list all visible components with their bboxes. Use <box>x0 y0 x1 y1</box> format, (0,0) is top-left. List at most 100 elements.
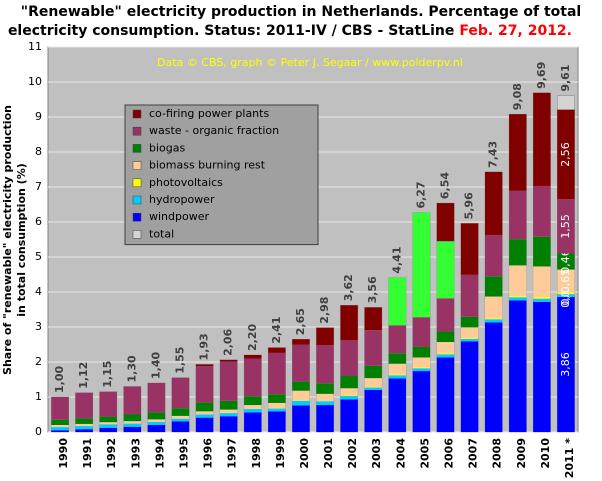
bar-segment <box>99 391 117 417</box>
x-tick-label: 1994 <box>153 438 166 469</box>
bar-segment <box>268 408 286 412</box>
y-label: Share of "renewable" electricity product… <box>1 105 14 375</box>
x-tick: 1996 <box>202 438 215 469</box>
bar-segment <box>436 298 455 332</box>
data-label: 1,15 <box>101 361 114 388</box>
legend-label: hydropower <box>149 193 215 206</box>
bar-segment <box>220 409 238 413</box>
bar-segment <box>388 363 406 375</box>
x-tick: 2000 <box>298 438 311 469</box>
bar-segment <box>412 371 431 432</box>
total-label: 2,98 <box>318 297 331 324</box>
legend-box <box>124 104 319 246</box>
y-tick-label: 8 <box>35 145 42 158</box>
data-label: 4,41 <box>390 247 403 274</box>
bar-segment <box>388 374 406 376</box>
bar-segment <box>509 114 527 191</box>
bar-segment <box>51 430 69 432</box>
x-tick-label: 2009 <box>515 438 528 469</box>
bar-segment <box>485 171 503 235</box>
bar-segment <box>412 368 431 372</box>
y-tick-label: 4 <box>35 285 42 298</box>
bar-segment <box>147 419 166 422</box>
bar-segment <box>388 378 406 432</box>
bar-segment <box>557 292 575 295</box>
y-tick-label: 7 <box>35 180 42 193</box>
bar-segment <box>340 388 358 396</box>
segment-label: 2,56 <box>559 142 572 167</box>
bar-segment <box>195 411 214 415</box>
bar-segment <box>460 337 479 339</box>
bar-segment <box>533 296 551 299</box>
bar-segment <box>364 330 382 366</box>
data-label: 2,20 <box>246 324 259 351</box>
x-tick: 2006 <box>443 438 456 469</box>
bar-segment <box>509 295 527 298</box>
subtitle: Data © CBS, graph © Peter J. Segaar / ww… <box>157 56 463 69</box>
total-label: 4,41 <box>390 247 403 274</box>
bar-segment <box>485 318 503 320</box>
bar-segment <box>364 386 382 388</box>
bar-segment <box>364 365 382 379</box>
bar-segment <box>51 397 69 420</box>
bar-segment <box>533 301 551 432</box>
bar-segment <box>340 395 358 396</box>
bar-segment <box>533 266 551 297</box>
data-label: 1,55 <box>559 214 572 239</box>
total-label: 2,41 <box>270 317 283 344</box>
total-label: 1,12 <box>77 362 90 389</box>
bar-segment <box>99 424 117 428</box>
data-label: 9,08 <box>511 83 524 110</box>
bar-segment <box>195 364 214 367</box>
x-tick: 2003 <box>370 438 383 469</box>
total-label: 7,43 <box>487 141 500 168</box>
total-label: 1,40 <box>149 352 162 379</box>
y-tick-label: 10 <box>28 75 42 88</box>
bar-segment <box>316 393 334 401</box>
title-text: electricity consumption. Status: 2011-IV… <box>8 23 454 39</box>
total-label: 1,15 <box>101 361 114 388</box>
bar-segment <box>364 307 382 331</box>
bar-segment <box>485 296 503 319</box>
bar-segment <box>195 366 214 403</box>
legend-swatch <box>132 144 142 153</box>
bar-segment <box>557 253 575 270</box>
bar-segment <box>123 386 141 415</box>
x-tick: 1994 <box>153 438 166 469</box>
x-tick: 1991 <box>81 438 94 469</box>
bar-segment <box>436 342 455 354</box>
x-tick: 1999 <box>274 438 287 469</box>
bar-segment <box>388 277 406 326</box>
bar-segment <box>171 415 190 419</box>
bar-segment <box>292 339 310 345</box>
data-label: 2,98 <box>318 297 331 324</box>
bar-segment <box>75 423 93 427</box>
bar-segment <box>292 390 310 401</box>
bar-segment <box>123 426 141 432</box>
legend-swatch <box>132 109 142 119</box>
bar-segment <box>412 317 431 347</box>
bar-segment <box>460 338 479 342</box>
bar-segment <box>509 190 527 240</box>
x-tick: 2010 <box>539 438 552 469</box>
chart-title: electricity consumption. Status: 2011-IV… <box>8 23 572 39</box>
bar-segment <box>123 423 141 427</box>
bar-segment <box>171 377 190 409</box>
bar-segment <box>99 416 117 423</box>
bar-segment <box>485 276 503 297</box>
bar-segment <box>364 378 382 387</box>
bar-segment <box>316 405 334 432</box>
bar-segment <box>51 425 69 428</box>
x-tick: 2001 <box>322 438 335 469</box>
bar-segment <box>244 408 262 413</box>
data-label: 3,56 <box>366 276 379 303</box>
x-tick: 1992 <box>105 438 118 469</box>
x-tick-label: 1990 <box>57 438 70 469</box>
x-tick-label: 2006 <box>443 438 456 469</box>
legend-swatch <box>132 178 142 188</box>
bar-segment <box>244 355 262 359</box>
segment-label: 1,55 <box>559 214 572 239</box>
bar-segment <box>147 412 166 420</box>
legend-swatch <box>132 195 142 205</box>
